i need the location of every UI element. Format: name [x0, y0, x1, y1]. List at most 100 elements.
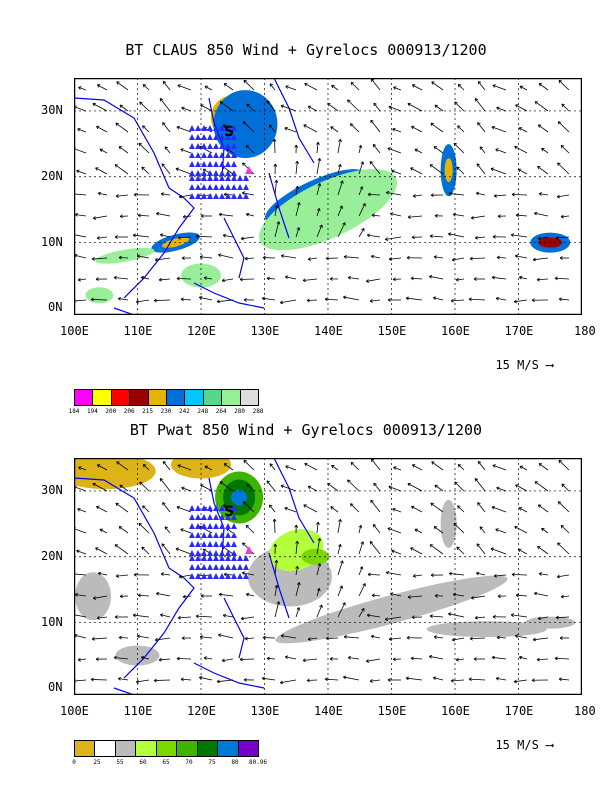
wind-vector — [456, 658, 465, 661]
wind-vector-head — [246, 103, 250, 108]
gyre-location-marker — [201, 184, 207, 190]
wind-vector-head — [119, 484, 123, 489]
wind-vector — [331, 84, 339, 91]
wind-vector-head — [137, 593, 141, 598]
gyre-location-marker — [195, 514, 201, 520]
gyre-location-marker — [225, 161, 231, 167]
wind-vector-head — [273, 163, 278, 167]
wind-vector-head — [96, 84, 101, 88]
wind-vector-head — [316, 588, 321, 592]
wind-vector — [389, 637, 402, 640]
wind-vector-head — [99, 148, 103, 153]
wind-vector — [407, 483, 423, 492]
wind-vector — [519, 85, 528, 91]
wind-vector-head — [492, 84, 496, 88]
gyre-location-marker — [201, 564, 207, 570]
wind-vector-head — [392, 657, 396, 662]
wind-vector-head — [331, 464, 335, 469]
wind-vector-head — [511, 192, 515, 197]
wind-vector-head — [369, 541, 374, 545]
wind-vector-head — [451, 257, 456, 262]
wind-vector-head — [221, 658, 226, 663]
wind-vector-head — [366, 613, 371, 618]
wind-vector-head — [490, 167, 494, 172]
wind-vector-head — [96, 236, 100, 240]
wind-vector — [533, 637, 549, 641]
wind-vector-head — [199, 255, 203, 259]
wind-vector — [244, 637, 255, 640]
wind-vector — [431, 461, 444, 471]
wind-vector-head — [176, 505, 180, 510]
wind-vector — [494, 194, 507, 197]
wind-vector-head — [339, 585, 343, 589]
wind-vector-head — [407, 215, 411, 219]
wind-vector — [494, 574, 507, 577]
wind-vector-head — [406, 635, 410, 640]
wind-vector — [391, 170, 402, 175]
gyre-location-marker — [195, 564, 201, 570]
wind-vector-head — [385, 570, 390, 575]
wind-vector — [285, 656, 297, 660]
shaded-region — [231, 489, 248, 506]
wind-vector-head — [448, 232, 452, 237]
wind-vector — [141, 166, 150, 175]
wind-vector-head — [429, 164, 434, 168]
wind-vector-head — [327, 102, 331, 107]
wind-vector — [78, 658, 87, 661]
wind-vector-head — [434, 484, 438, 489]
gyre-center-marker — [245, 546, 253, 554]
wind-vector-head — [154, 637, 159, 642]
wind-vector-head — [195, 614, 199, 619]
x-tick-label: 180 — [574, 324, 596, 338]
wind-vector-head — [474, 478, 479, 482]
wind-vector — [457, 464, 465, 471]
gyre-location-marker — [189, 573, 195, 579]
wind-vector — [561, 483, 570, 492]
gyre-location-marker — [225, 555, 231, 561]
wind-vector — [412, 464, 423, 471]
colorbar-swatch — [196, 740, 219, 757]
wind-vector-head — [347, 655, 352, 660]
wind-vector-head — [113, 275, 117, 280]
wind-vector — [119, 104, 129, 112]
map-frame — [74, 458, 582, 695]
wind-vector — [97, 236, 108, 239]
wind-vector — [514, 299, 528, 303]
wind-vector — [199, 296, 213, 301]
wind-vector-head — [430, 573, 434, 578]
wind-vector — [477, 122, 486, 133]
wind-vector-head — [538, 463, 543, 467]
wind-vector-head — [541, 527, 545, 532]
wind-vector — [118, 526, 129, 534]
wind-vector — [430, 502, 444, 513]
wind-vector-head — [518, 127, 523, 131]
colorbar-swatch — [217, 740, 239, 757]
gyre-location-marker — [237, 184, 243, 190]
colorbar-swatch — [239, 389, 259, 406]
wind-vector — [557, 121, 570, 133]
wind-vector — [316, 563, 321, 576]
wind-vector — [537, 166, 549, 175]
gyre-location-marker — [189, 170, 195, 176]
colorbar-swatch — [155, 740, 178, 757]
gyre-location-marker — [219, 175, 225, 181]
wind-vector-head — [178, 194, 183, 199]
y-tick-label: 20N — [41, 548, 63, 563]
wind-vector — [517, 548, 528, 555]
wind-vector — [90, 299, 108, 301]
wind-vector-head — [74, 592, 79, 597]
wind-vector-head — [385, 190, 390, 195]
wind-vector-head — [307, 257, 312, 261]
wind-vector — [456, 546, 465, 555]
wind-vector-head — [430, 193, 434, 198]
wind-vector-head — [276, 221, 281, 225]
wind-vector — [492, 464, 507, 471]
wind-vector-head — [116, 81, 120, 85]
wind-vector-head — [518, 275, 523, 280]
wind-vector-head — [338, 164, 342, 168]
panel2-ref-vector-label: 15 M/S ⟶ — [495, 738, 554, 752]
wind-vector — [242, 121, 255, 133]
wind-vector — [99, 148, 108, 154]
wind-vector — [410, 657, 423, 660]
wind-vector-head — [412, 194, 417, 198]
